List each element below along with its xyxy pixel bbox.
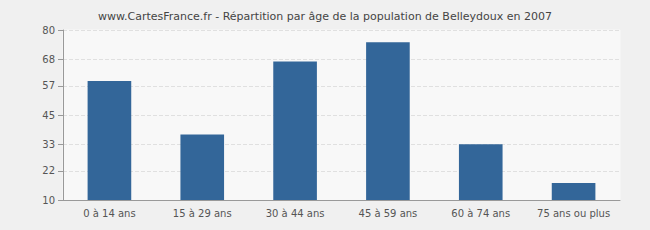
svg-text:www.CartesFrance.fr - Répartit: www.CartesFrance.fr - Répartition par âg… (98, 10, 552, 23)
svg-text:45: 45 (42, 110, 55, 121)
svg-text:33: 33 (42, 139, 55, 150)
svg-text:22: 22 (42, 165, 55, 176)
svg-text:60 à 74 ans: 60 à 74 ans (451, 208, 510, 219)
svg-text:45 à 59 ans: 45 à 59 ans (359, 208, 418, 219)
svg-text:80: 80 (42, 25, 55, 36)
svg-text:0 à 14 ans: 0 à 14 ans (83, 208, 135, 219)
svg-text:57: 57 (42, 80, 55, 91)
svg-text:10: 10 (42, 195, 55, 206)
svg-text:30 à 44 ans: 30 à 44 ans (266, 208, 325, 219)
svg-text:15 à 29 ans: 15 à 29 ans (173, 208, 232, 219)
svg-text:68: 68 (42, 54, 55, 65)
svg-text:75 ans ou plus: 75 ans ou plus (537, 208, 610, 219)
